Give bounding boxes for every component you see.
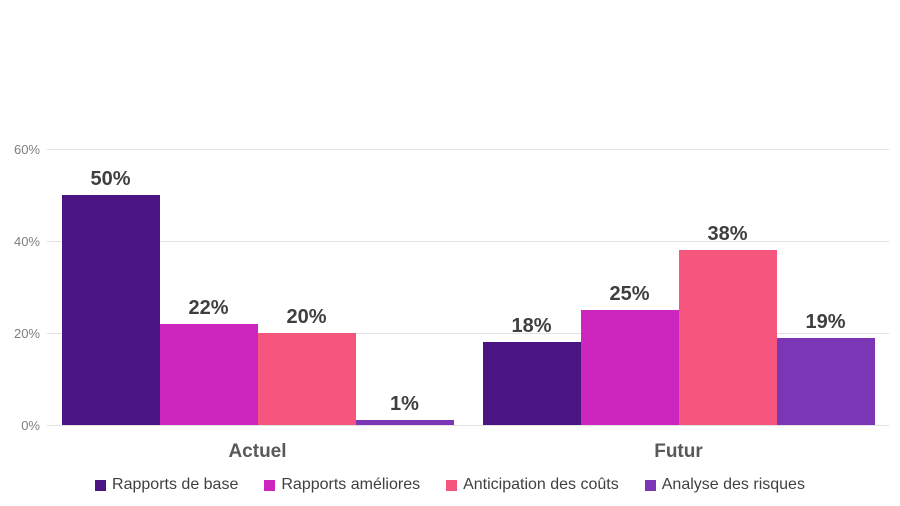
legend-label: Rapports de base [112,476,239,493]
bar-Actuel-Analyse des risques [355,420,454,425]
category-label-Actuel: Actuel [228,441,287,462]
y-axis-tick-label: 0% [21,418,40,433]
legend-item-Rapports améliores: Rapports améliores [264,476,420,494]
legend-swatch-icon [644,479,656,491]
data-label: 19% [805,310,846,333]
bar-Actuel-Rapports de base [61,195,160,425]
data-label: 50% [90,168,131,190]
data-label: 20% [286,306,327,328]
legend-item-Anticipation des coûts: Anticipation des coûts [446,476,619,494]
legend-item-Rapports de base: Rapports de base [95,476,238,494]
data-label: 38% [707,223,748,246]
category-label-Futur: Futur [654,441,703,462]
legend-swatch-icon [264,479,276,491]
legend-label: Analyse des risques [661,476,805,493]
bar-Futur-Anticipation des coûts [678,250,777,425]
legend-label: Rapports améliores [281,476,421,493]
bar-Actuel-Rapports améliores [159,323,258,425]
gridline-20% [47,333,889,334]
y-axis-tick-label: 40% [13,234,40,249]
gridline-40% [47,241,889,242]
legend-item-Analyse des risques: Analyse des risques [644,476,805,494]
legend-label: Anticipation des coûts [463,476,619,493]
legend: Rapports de base Rapports améliores Antici… [0,476,900,494]
gridline-60% [47,149,889,150]
legend-swatch-icon [95,479,107,491]
y-axis-tick-label: 60% [13,142,40,157]
gridline-0% [47,425,889,426]
data-label: 22% [188,296,229,319]
bar-Futur-Analyse des risques [776,337,875,425]
data-label: 25% [609,283,650,305]
data-label: 18% [511,315,552,338]
y-axis-tick-label: 20% [13,326,40,341]
data-label: 1% [390,393,419,416]
legend-swatch-icon [446,479,458,491]
bar-Futur-Rapports de base [482,342,581,425]
bar-Actuel-Anticipation des coûts [257,333,356,425]
bar-Futur-Rapports améliores [580,310,679,425]
